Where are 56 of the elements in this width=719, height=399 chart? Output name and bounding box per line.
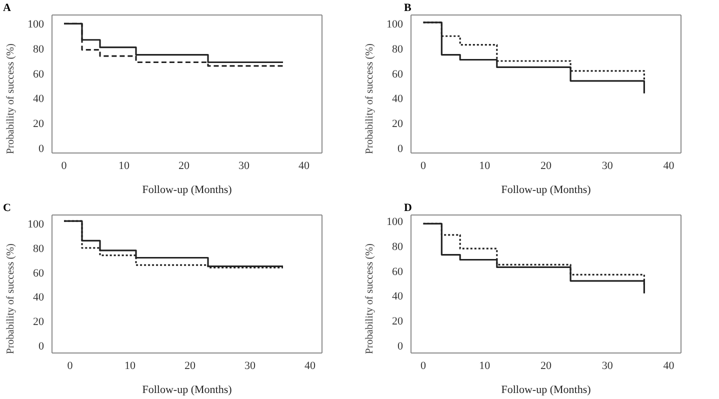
y-axis-title: Probability of success (%) — [6, 242, 17, 354]
y-tick-label: 80 — [33, 43, 44, 56]
x-tick-label: 40 — [304, 360, 316, 372]
y-tick-label: 0 — [38, 142, 44, 155]
x-tick-label: 10 — [479, 360, 491, 372]
y-axis-title: Probability of success (%) — [364, 242, 376, 354]
x-tick-label: 30 — [238, 160, 250, 172]
y-tick-label: 60 — [392, 266, 404, 278]
x-tick-label: 0 — [67, 360, 74, 372]
y-tick-label: 20 — [392, 316, 404, 328]
chart-title: B — [404, 2, 412, 14]
y-tick-label: 80 — [392, 240, 404, 253]
y-tick-label: 100 — [28, 218, 44, 230]
x-tick-label: 20 — [540, 160, 552, 172]
x-tick-label: 40 — [298, 160, 310, 172]
y-tick-label: 40 — [33, 292, 44, 304]
x-tick-label: 0 — [420, 360, 427, 372]
y-tick-label: 100 — [386, 216, 404, 228]
x-tick-label: 30 — [602, 360, 614, 372]
y-tick-label: 60 — [392, 68, 404, 80]
y-tick-label: 40 — [392, 93, 404, 106]
x-tick-label: 20 — [540, 360, 552, 372]
x-tick-label: 40 — [663, 160, 675, 172]
y-tick-label: 20 — [392, 118, 404, 130]
y-axis-title: Probability of success (%) — [6, 42, 17, 154]
x-axis-title: Follow-up (Months) — [501, 184, 592, 196]
y-axis-title: Probability of success (%) — [364, 42, 376, 154]
chart-title: D — [404, 202, 412, 214]
y-tick-label: 0 — [398, 142, 404, 155]
x-tick-label: 10 — [118, 160, 130, 172]
x-tick-label: 40 — [663, 360, 675, 372]
x-tick-label: 30 — [244, 360, 256, 372]
y-tick-label: 100 — [386, 18, 404, 31]
chart-title: C — [3, 202, 11, 214]
x-axis-title: Follow-up (Months) — [142, 384, 232, 396]
x-axis-title: Follow-up (Months) — [142, 184, 232, 196]
x-tick-label: 20 — [184, 360, 196, 372]
chart-title: A — [3, 2, 11, 14]
x-tick-label: 30 — [602, 160, 614, 172]
y-tick-label: 100 — [28, 18, 44, 31]
y-tick-label: 40 — [33, 93, 44, 106]
x-axis-title: Follow-up (Months) — [501, 384, 592, 396]
y-tick-label: 0 — [38, 340, 44, 353]
x-tick-label: 10 — [479, 160, 491, 172]
y-tick-label: 80 — [392, 43, 404, 56]
y-tick-label: 60 — [33, 267, 44, 280]
y-tick-label: 60 — [33, 68, 44, 80]
x-tick-label: 0 — [61, 160, 68, 172]
y-tick-label: 0 — [398, 340, 404, 352]
x-tick-label: 0 — [420, 160, 427, 172]
x-tick-label: 20 — [178, 160, 190, 172]
y-tick-label: 80 — [33, 242, 44, 255]
y-tick-label: 40 — [392, 290, 404, 303]
y-tick-label: 20 — [33, 316, 44, 328]
y-tick-label: 20 — [33, 118, 44, 130]
x-tick-label: 10 — [124, 360, 136, 372]
